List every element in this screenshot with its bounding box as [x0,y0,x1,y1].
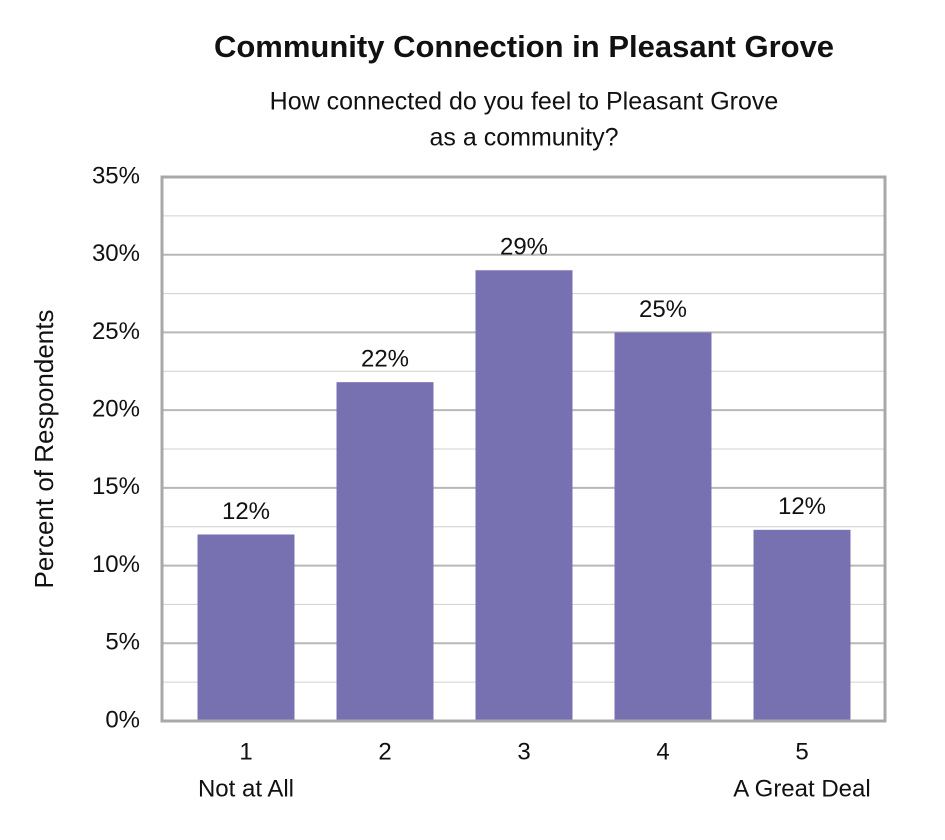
chart-subtitle: as a community? [430,124,619,152]
bar [753,529,851,721]
bar [475,270,573,721]
y-axis-label: Percent of Respondents [29,310,59,589]
y-tick-label: 15% [92,473,140,500]
value-label: 22% [361,346,409,373]
chart-subtitle: How connected do you feel to Pleasant Gr… [270,88,779,116]
y-tick-label: 35% [92,162,140,189]
y-tick-label: 0% [105,706,140,733]
x-tick-label: 2 [378,738,391,765]
value-label: 29% [500,234,548,261]
bar [197,534,295,721]
plot-border [160,175,887,723]
value-label: 25% [639,296,687,323]
value-label: 12% [778,493,826,520]
bar [614,332,712,721]
y-tick-label: 20% [92,395,140,422]
x-tick-label: 3 [517,738,530,765]
y-tick-label: 30% [92,240,140,267]
y-tick-label: 10% [92,551,140,578]
x-tick-sublabel: A Great Deal [733,775,870,802]
y-tick-label: 5% [105,629,140,656]
y-tick-label: 25% [92,318,140,345]
x-tick-label: 4 [656,738,669,765]
value-label: 12% [222,498,270,525]
x-tick-sublabel: Not at All [198,775,294,802]
x-tick-label: 1 [239,738,252,765]
bar [336,382,434,721]
x-tick-label: 5 [795,738,808,765]
chart-title: Community Connection in Pleasant Grove [214,29,834,64]
